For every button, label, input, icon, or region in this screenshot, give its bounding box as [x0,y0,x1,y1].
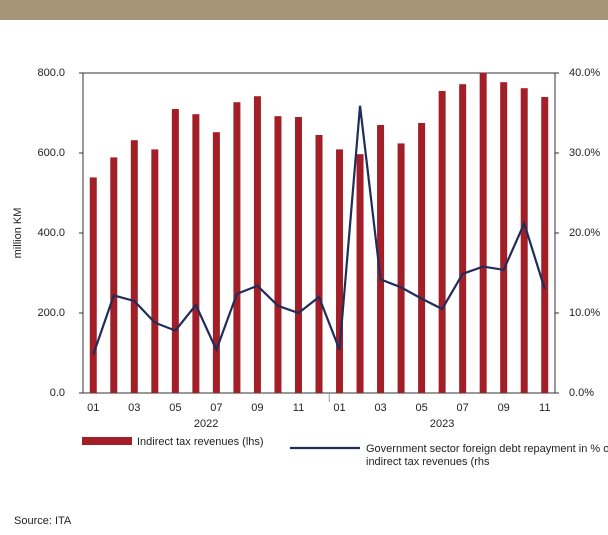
bar [171,109,179,393]
bar [438,91,446,393]
y-tick-label: 200.0 [37,307,65,319]
y-tick-label: 600.0 [37,147,65,159]
y2-tick-label: 10.0% [569,307,600,319]
bar [253,96,261,393]
y2-tick-label: 40.0% [569,67,600,79]
source: Source: ITA [14,515,72,527]
legend-label: Indirect tax revenues (lhs) [137,436,264,448]
bar [294,117,302,393]
bar [397,143,405,393]
bar [274,116,282,393]
x-tick-label: 03 [128,402,140,414]
y-tick-label: 800.0 [37,67,65,79]
x-tick-label: 11 [539,402,550,414]
x-tick-label: 05 [169,402,181,414]
line [92,105,546,355]
bar [418,123,426,393]
bar [192,114,200,393]
group-label: 2022 [194,418,218,430]
y-tick-label: 400.0 [37,227,65,239]
x-tick-label: 07 [210,402,222,414]
x-tick-label: 07 [457,402,469,414]
bar [520,88,528,393]
bar [315,135,323,393]
bar [541,97,549,393]
x-tick-label: 01 [87,402,99,414]
bar [110,157,118,393]
group-label: 2023 [430,418,454,430]
x-tick-label: 11 [293,402,304,414]
bar [377,125,385,393]
legend-swatch [82,437,132,445]
bar [89,177,97,393]
bar [212,132,220,393]
x-tick-label: 03 [374,402,386,414]
y2-tick-label: 30.0% [569,147,600,159]
bar [500,82,508,393]
bar [130,140,138,393]
bar [479,73,487,393]
legend-label: Government sector foreign debt repayment… [366,443,608,468]
bar [336,149,344,393]
x-tick-label: 09 [251,402,263,414]
y2-tick-label: 0.0% [569,387,594,399]
x-tick-label: 09 [498,402,510,414]
bar [233,102,241,393]
bar [151,149,159,393]
y-axis-label: million KM [12,208,24,259]
bar [459,84,467,393]
bar [356,154,364,393]
x-tick-label: 05 [415,402,427,414]
y-tick-label: 0.0 [50,387,65,399]
x-tick-label: 01 [333,402,345,414]
header-band [0,0,608,20]
y2-tick-label: 20.0% [569,227,600,239]
